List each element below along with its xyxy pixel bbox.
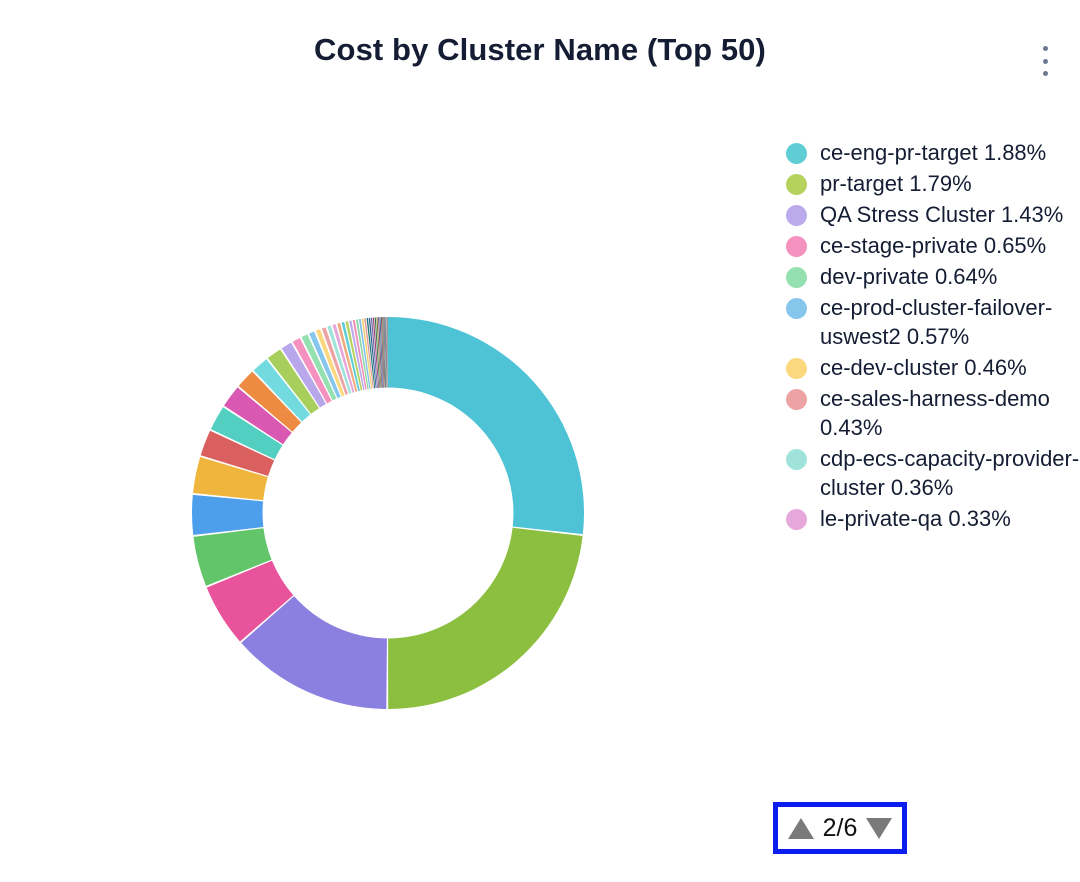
- donut-slice-group: [192, 317, 584, 709]
- page-title: Cost by Cluster Name (Top 50): [314, 32, 766, 67]
- donut-slice[interactable]: [368, 317, 377, 389]
- donut-slice[interactable]: [206, 560, 294, 642]
- legend-swatch-icon: [786, 236, 807, 257]
- donut-slice[interactable]: [372, 317, 380, 388]
- legend-pagination[interactable]: 2/6: [773, 802, 907, 854]
- chart-legend[interactable]: ce-eng-pr-target 1.88% pr-target 1.79% QA …: [786, 138, 1080, 820]
- donut-slice[interactable]: [315, 329, 345, 397]
- donut-slice[interactable]: [200, 430, 275, 477]
- legend-swatch-icon: [786, 298, 807, 319]
- donut-slice[interactable]: [241, 596, 387, 709]
- donut-slice[interactable]: [321, 327, 349, 395]
- donut-slice[interactable]: [210, 407, 283, 460]
- donut-slice[interactable]: [386, 317, 388, 388]
- legend-item-label: dev-private 0.64%: [820, 264, 998, 289]
- page-indicator: 2/6: [822, 813, 858, 842]
- legend-item[interactable]: ce-dev-cluster 0.46%: [786, 353, 1080, 382]
- triangle-up-icon[interactable]: [787, 817, 814, 839]
- donut-slice[interactable]: [193, 456, 268, 501]
- legend-item[interactable]: cdp-ecs-capacity-provider-cluster 0.36%: [786, 444, 1080, 502]
- legend-swatch-icon: [786, 174, 807, 195]
- legend-swatch-icon: [786, 509, 807, 530]
- donut-slice[interactable]: [374, 317, 381, 388]
- legend-item[interactable]: le-private-qa 0.33%: [786, 504, 1080, 533]
- kebab-dot-3: [1042, 71, 1048, 76]
- donut-slice[interactable]: [238, 371, 302, 432]
- legend-item[interactable]: ce-sales-harness-demo 0.43%: [786, 384, 1080, 442]
- donut-slice[interactable]: [327, 325, 352, 394]
- donut-chart-svg: [192, 317, 584, 709]
- donut-slice[interactable]: [380, 317, 385, 388]
- donut-slice[interactable]: [292, 337, 332, 404]
- legend-item-label: le-private-qa 0.33%: [820, 506, 1011, 531]
- donut-slice[interactable]: [345, 321, 363, 391]
- donut-slice[interactable]: [379, 317, 384, 388]
- donut-slice[interactable]: [267, 349, 319, 414]
- donut-slice[interactable]: [386, 317, 388, 388]
- legend-item[interactable]: QA Stress Cluster 1.43%: [786, 200, 1080, 229]
- triangle-down-icon[interactable]: [866, 817, 893, 839]
- donut-slice[interactable]: [281, 342, 326, 408]
- legend-item-label: ce-stage-private 0.65%: [820, 233, 1047, 258]
- kebab-dot-1: [1042, 46, 1048, 51]
- legend-item-label: QA Stress Cluster 1.43%: [820, 202, 1064, 227]
- legend-item[interactable]: dev-private 0.64%: [786, 262, 1080, 291]
- donut-slice[interactable]: [382, 317, 385, 388]
- kebab-dot-2: [1042, 58, 1048, 64]
- legend-swatch-icon: [786, 205, 807, 226]
- legend-swatch-icon: [786, 449, 807, 470]
- legend-item-label: cdp-ecs-capacity-provider-cluster 0.36%: [820, 446, 1080, 500]
- legend-swatch-icon: [786, 143, 807, 164]
- legend-item[interactable]: pr-target 1.79%: [786, 169, 1080, 198]
- donut-slice[interactable]: [388, 317, 584, 535]
- donut-slice[interactable]: [383, 317, 386, 388]
- donut-slice[interactable]: [364, 318, 374, 389]
- legend-item[interactable]: ce-prod-cluster-failover-uswest2 0.57%: [786, 293, 1080, 351]
- donut-slice[interactable]: [376, 317, 382, 388]
- donut-slice[interactable]: [358, 318, 371, 389]
- legend-item-label: ce-prod-cluster-failover-uswest2 0.57%: [820, 295, 1053, 349]
- donut-slice[interactable]: [385, 317, 387, 388]
- legend-swatch-icon: [786, 267, 807, 288]
- donut-slice[interactable]: [352, 319, 367, 390]
- donut-slice[interactable]: [378, 317, 383, 388]
- donut-slice[interactable]: [341, 321, 360, 392]
- legend-item-label: ce-eng-pr-target 1.88%: [820, 140, 1047, 165]
- kebab-menu-icon[interactable]: [1032, 44, 1058, 78]
- legend-item-label: pr-target 1.79%: [820, 171, 972, 196]
- legend-swatch-icon: [786, 358, 807, 379]
- donut-slice[interactable]: [192, 494, 264, 535]
- donut-chart[interactable]: [192, 317, 584, 709]
- legend-item[interactable]: ce-stage-private 0.65%: [786, 231, 1080, 260]
- legend-item-label: ce-dev-cluster 0.46%: [820, 355, 1027, 380]
- donut-slice[interactable]: [224, 387, 292, 445]
- donut-slice[interactable]: [355, 319, 369, 390]
- donut-slice[interactable]: [370, 317, 378, 389]
- donut-slice[interactable]: [337, 322, 358, 392]
- donut-slice[interactable]: [253, 359, 311, 422]
- donut-slice[interactable]: [366, 318, 376, 389]
- donut-slice[interactable]: [384, 317, 387, 388]
- donut-slice[interactable]: [349, 320, 365, 391]
- legend-swatch-icon: [786, 389, 807, 410]
- donut-slice[interactable]: [309, 331, 341, 399]
- donut-slice[interactable]: [332, 324, 355, 393]
- legend-item-label: ce-sales-harness-demo 0.43%: [820, 386, 1050, 440]
- legend-item[interactable]: ce-eng-pr-target 1.88%: [786, 138, 1080, 167]
- donut-slice[interactable]: [361, 318, 373, 389]
- donut-slice[interactable]: [388, 527, 583, 709]
- donut-slice[interactable]: [301, 334, 337, 401]
- donut-slice[interactable]: [193, 528, 272, 586]
